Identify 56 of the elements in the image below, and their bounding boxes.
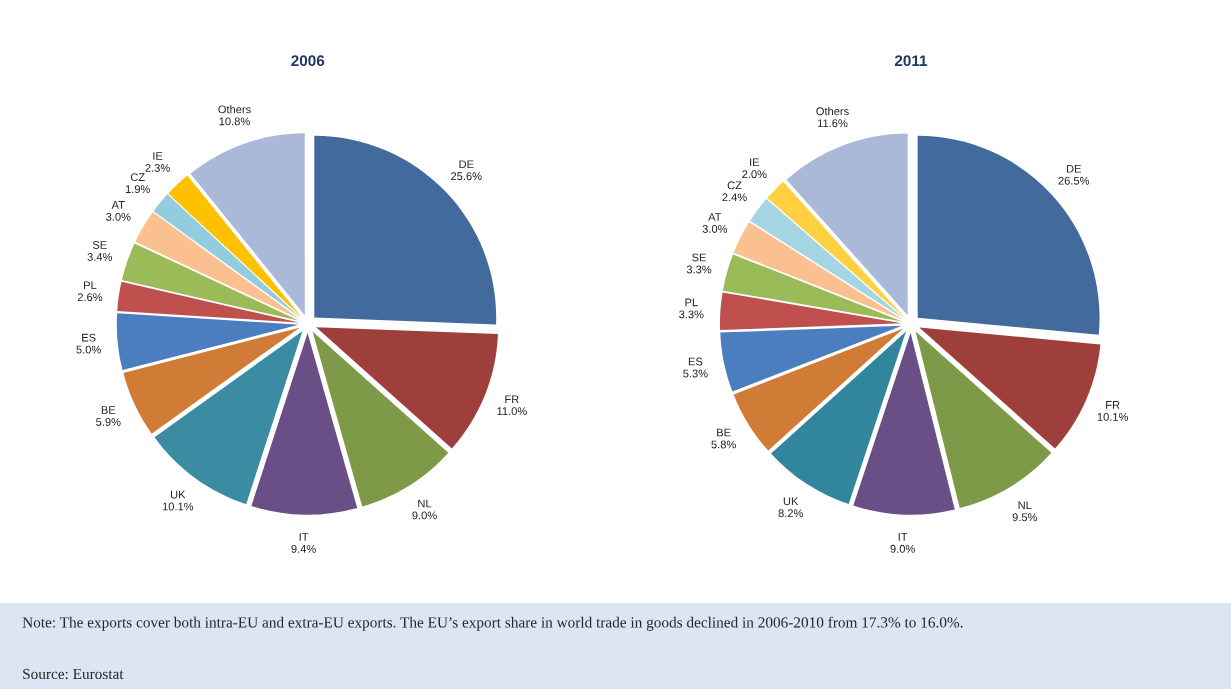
data-label: 2.3%	[145, 164, 170, 172]
data-label: 9.4%	[291, 544, 316, 553]
data-label: 10.1%	[1097, 412, 1129, 421]
data-label: 2.4%	[722, 193, 747, 202]
slice-label: UK	[170, 490, 186, 499]
slice-label: PL	[685, 298, 698, 307]
slice-label: DE	[459, 160, 474, 169]
data-label: 25.6%	[451, 172, 482, 181]
slice-label: IE	[153, 152, 163, 160]
slice-label: DE	[1066, 164, 1081, 173]
data-label: 3.0%	[702, 225, 728, 233]
slice-label: PL	[84, 281, 97, 290]
slice-label: IE	[750, 158, 760, 167]
data-label: 2.0%	[742, 170, 767, 179]
data-label: 3.3%	[686, 265, 712, 274]
data-label: 5.8%	[711, 440, 736, 449]
slice-label: IT	[299, 533, 309, 541]
slice-label: CZ	[130, 173, 145, 182]
slice-label: SE	[92, 241, 107, 249]
slice-label: IT	[898, 533, 908, 541]
data-label: 1.9%	[125, 185, 150, 194]
source-note: Source: Eurostat	[23, 668, 124, 680]
slice-label: ES	[688, 357, 703, 366]
data-label: 3.3%	[679, 310, 704, 319]
text: Note: The exports cover both intra-EU and extra-EU exports. The EU’s export share in world trade in goods declined in 2006-2010 from 17.3% to 16.0%.	[22, 616, 963, 631]
data-label: 2.6%	[77, 293, 103, 302]
data-label: 10.1%	[162, 502, 194, 511]
slice-label: UK	[783, 497, 799, 506]
slice-label: SE	[692, 253, 706, 262]
slice-label: Others	[816, 107, 849, 116]
data-label: 8.2%	[778, 509, 803, 518]
data-label: 3.0%	[106, 212, 131, 221]
chart-title: 2006	[291, 55, 325, 67]
data-label: 9.0%	[890, 544, 915, 553]
slice-label: AT	[708, 213, 722, 221]
slice-label: ES	[82, 333, 96, 342]
slice-label: FR	[505, 395, 519, 404]
slice-label: Others	[218, 105, 251, 114]
data-label: 5.9%	[96, 418, 121, 426]
data-label: 9.0%	[412, 511, 437, 520]
slice-label: NL	[1018, 501, 1032, 510]
data-label: 3.4%	[87, 252, 113, 261]
data-label: 5.0%	[76, 345, 101, 354]
slice-label: NL	[418, 499, 432, 508]
data-label: 26.5%	[1058, 176, 1090, 185]
chart-title: 2011	[894, 55, 928, 67]
slice-label: BE	[717, 428, 731, 437]
slice-label: FR	[1106, 401, 1120, 409]
data-label: 5.3%	[683, 369, 708, 378]
data-label: 10.8%	[219, 117, 250, 126]
data-label: 11.6%	[818, 119, 848, 128]
slice-label: CZ	[727, 181, 742, 190]
slice-label: BE	[101, 406, 116, 414]
slice-label: AT	[111, 201, 125, 209]
data-label: 11.0%	[497, 407, 527, 416]
data-label: 9.5%	[1012, 513, 1038, 522]
